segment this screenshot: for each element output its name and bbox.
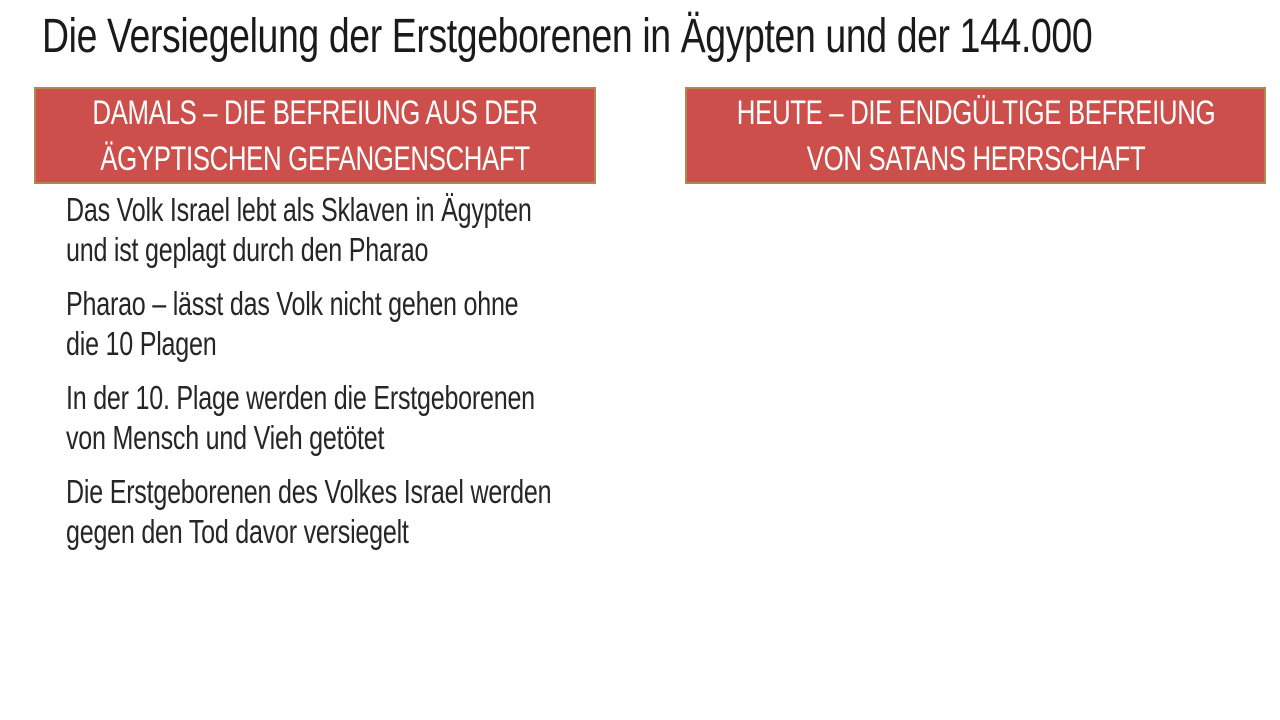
right-column-header-box: HEUTE – DIE ENDGÜLTIGE BEFREIUNG VON SAT… [685,87,1266,184]
bullet-item: Das Volk Israel lebt als Sklaven in Ägyp… [66,191,532,268]
bullet-item: Die Erstgeborenen des Volkes Israel werd… [66,473,552,550]
right-column-body [700,190,1260,590]
slide-title: Die Versiegelung der Erstgeborenen in Äg… [42,10,1093,63]
left-column-body: Das Volk Israel lebt als Sklaven in Ägyp… [66,190,711,566]
right-column-header-label: HEUTE – DIE ENDGÜLTIGE BEFREIUNG VON SAT… [736,93,1215,178]
bullet-item: Pharao – lässt das Volk nicht gehen ohne… [66,285,519,362]
left-column-header-box: DAMALS – DIE BEFREIUNG AUS DER ÄGYPTISCH… [34,87,596,184]
left-column-header-label: DAMALS – DIE BEFREIUNG AUS DER ÄGYPTISCH… [92,93,538,178]
bullet-item: In der 10. Plage werden die Erstgeborene… [66,379,535,456]
